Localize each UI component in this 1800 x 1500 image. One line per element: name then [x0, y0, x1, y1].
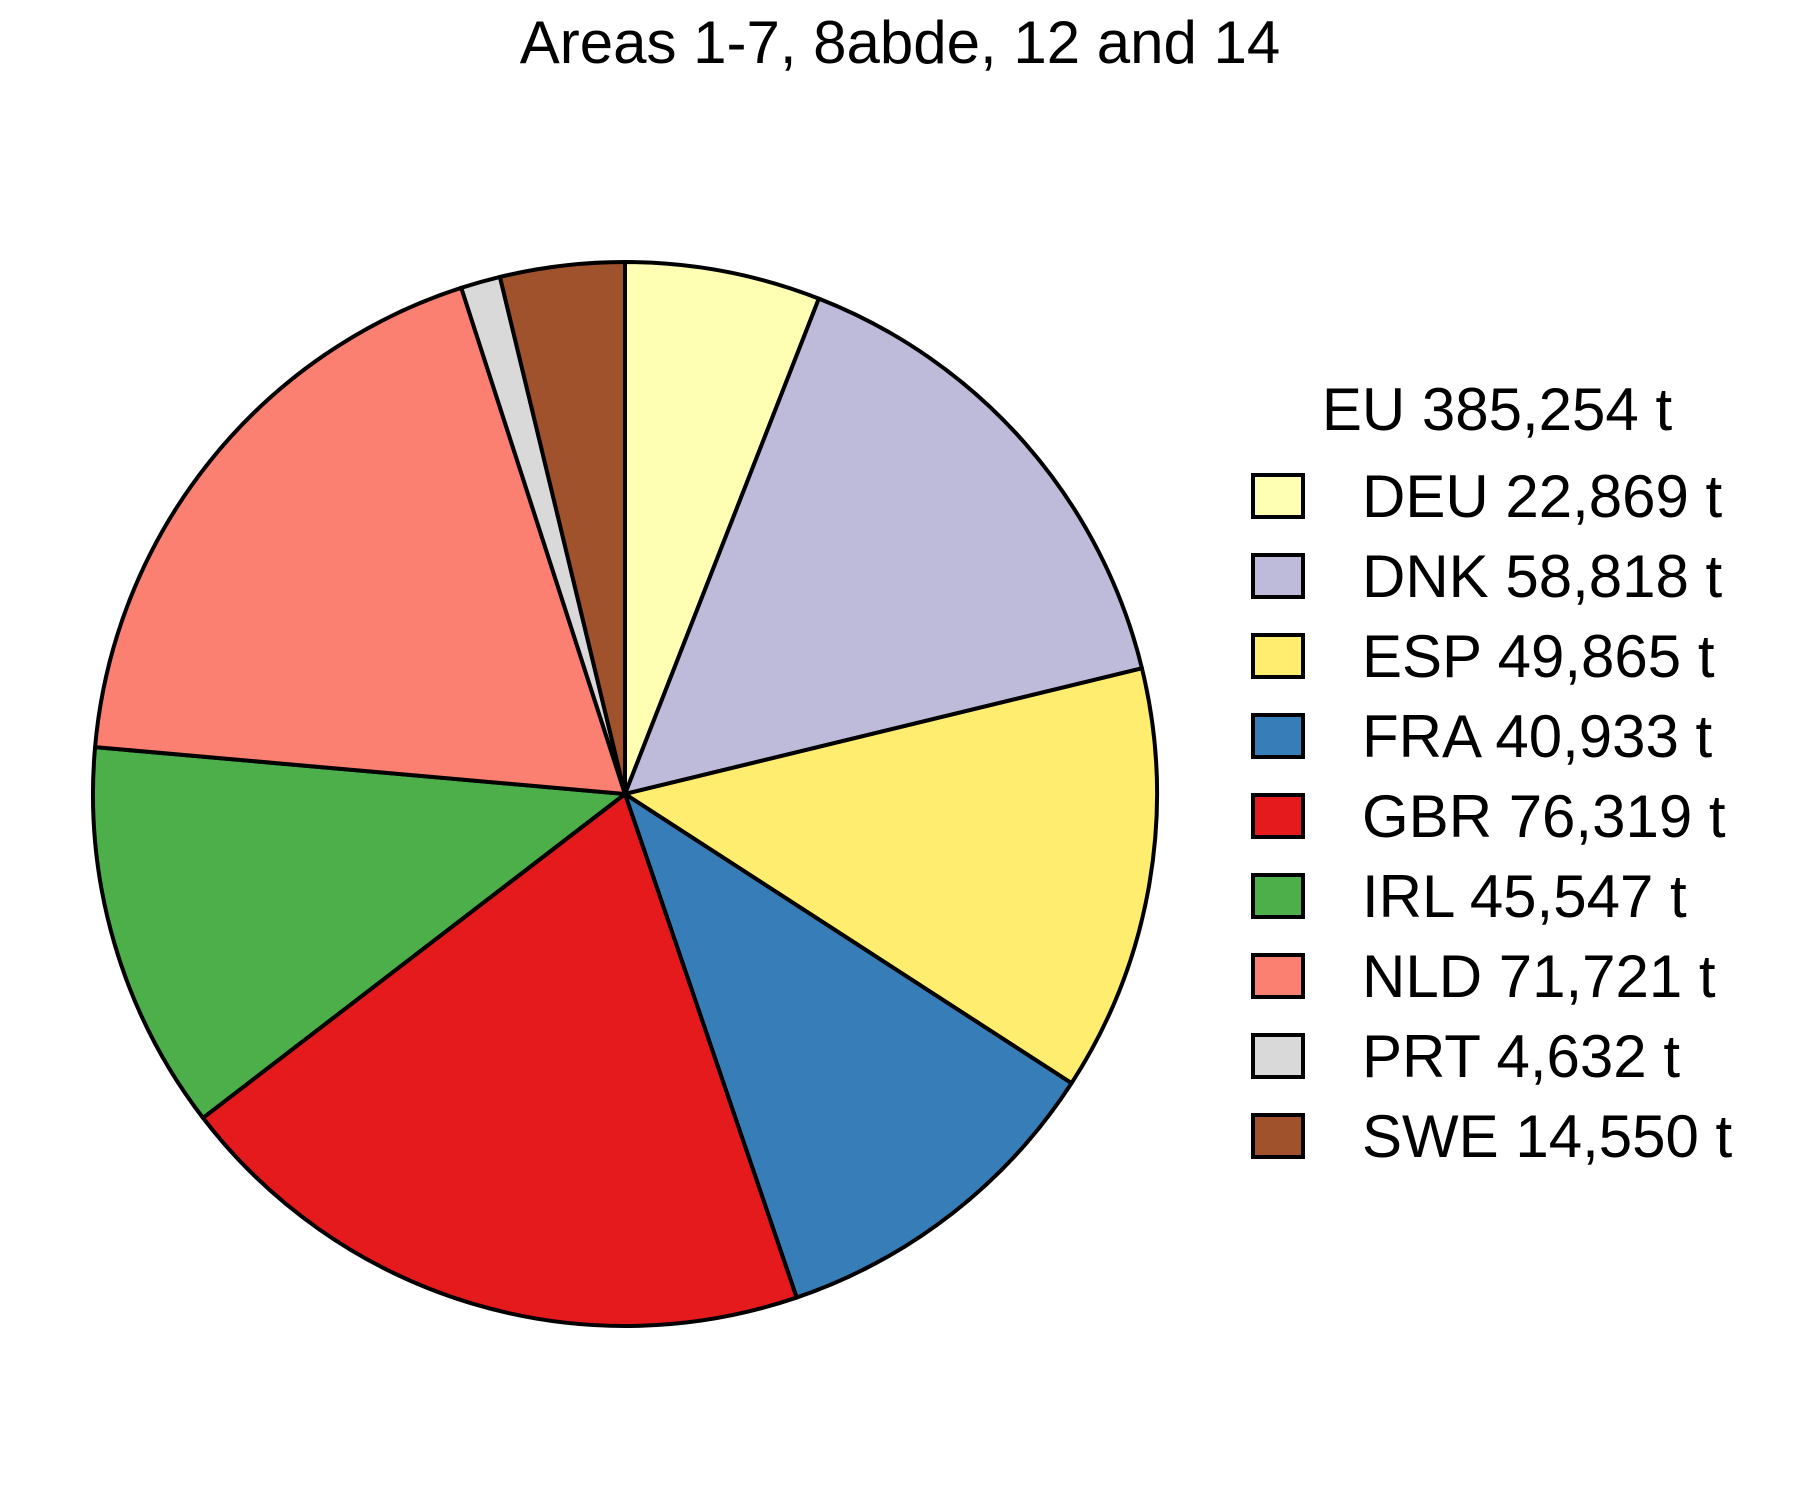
- pie-slice-gbr: [200, 792, 799, 1328]
- legend-swatch-fra: [1251, 713, 1305, 759]
- pie-slice-deu: [623, 260, 821, 796]
- legend-title: EU 385,254 t: [1322, 376, 1673, 443]
- legend-swatch-gbr: [1251, 793, 1305, 839]
- legend-swatch-dnk: [1251, 553, 1305, 599]
- legend-swatch-swe: [1251, 1113, 1305, 1159]
- legend-label-dnk: DNK 58,818 t: [1362, 543, 1723, 610]
- legend: DEU 22,869 t DNK 58,818 t ESP 49,865 t FRA …: [1251, 463, 1733, 1170]
- legend-label-nld: NLD 71,721 t: [1362, 943, 1716, 1010]
- legend-label-fra: FRA 40,933 t: [1362, 703, 1713, 770]
- legend-label-prt: PRT 4,632 t: [1362, 1023, 1680, 1090]
- legend-swatch-deu: [1251, 473, 1305, 519]
- pie-slices: [91, 260, 1159, 1328]
- legend-label-deu: DEU 22,869 t: [1362, 463, 1723, 530]
- pie-slice-esp: [623, 666, 1159, 1086]
- legend-label-esp: ESP 49,865 t: [1362, 623, 1715, 690]
- chart-title: Areas 1-7, 8abde, 12 and 14: [520, 9, 1281, 76]
- pie-slice-nld: [93, 285, 627, 796]
- legend-label-irl: IRL 45,547 t: [1362, 863, 1687, 930]
- pie-slice-irl: [91, 745, 627, 1120]
- legend-swatch-irl: [1251, 873, 1305, 919]
- legend-label-swe: SWE 14,550 t: [1362, 1103, 1733, 1170]
- pie-slice-dnk: [623, 296, 1144, 796]
- pie-slice-fra: [623, 792, 1074, 1300]
- legend-swatch-nld: [1251, 953, 1305, 999]
- pie-slice-swe: [497, 260, 627, 796]
- legend-label-gbr: GBR 76,319 t: [1362, 783, 1726, 850]
- legend-swatch-esp: [1251, 633, 1305, 679]
- legend-swatch-prt: [1251, 1033, 1305, 1079]
